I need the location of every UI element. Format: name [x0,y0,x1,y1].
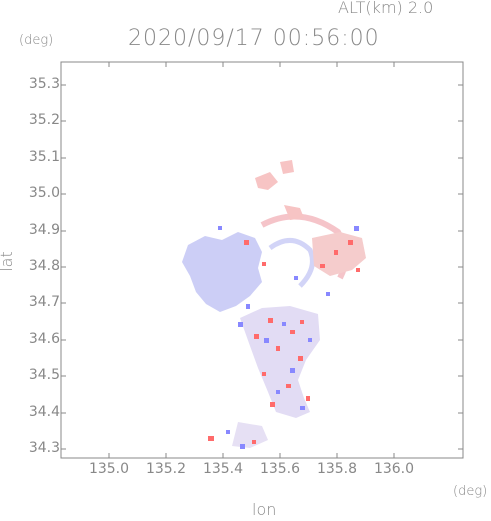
y-tick-label: 34.5 [28,367,60,383]
x-tick-label: 135.4 [202,461,244,477]
y-tick-label: 34.8 [28,258,60,274]
y-tick-label: 34.7 [28,294,60,310]
y-tick-label: 34.3 [28,440,60,456]
x-axis-unit: (deg) [453,484,488,499]
y-tick-label: 34.9 [28,222,60,238]
y-tick-label: 35.0 [28,185,60,201]
radar-echo-field [182,160,366,449]
x-tick-label: 135.6 [259,461,301,477]
y-tick-label: 35.3 [28,76,60,92]
x-tick-label: 135.2 [145,461,187,477]
echo-speckles-negative [218,226,359,449]
altitude-label: ALT(km) 2.0 [338,0,434,17]
echo-north-cells [255,160,304,220]
echo-speckles-positive [208,240,360,444]
x-tick-label: 135.0 [88,461,130,477]
y-tick-label: 35.2 [28,112,60,128]
x-tick-label: 136.0 [373,461,415,477]
echo-west-mass [182,232,262,312]
x-ticks [108,62,395,458]
y-tick-label: 35.1 [28,149,60,165]
timestamp-title: 2020/09/17 00:56:00 [128,26,380,51]
y-tick-label: 34.6 [28,331,60,347]
echo-south-band [240,306,320,418]
y-ticks [61,84,463,450]
echo-ring-arc-inner [268,238,315,288]
echo-south-tail [232,422,268,448]
y-tick-label: 34.4 [28,404,60,420]
x-axis-label: lon [252,500,277,519]
x-tick-label: 135.8 [316,461,358,477]
y-axis-unit: (deg) [19,33,54,48]
plot-frame [60,61,464,459]
